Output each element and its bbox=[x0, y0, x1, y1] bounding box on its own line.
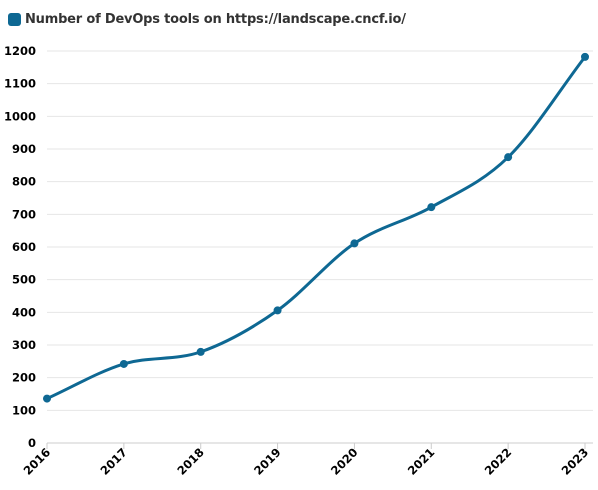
y-tick-label: 0 bbox=[28, 436, 36, 450]
data-point[interactable] bbox=[350, 239, 359, 248]
x-tick-label: 2020 bbox=[328, 445, 361, 478]
y-tick-label: 700 bbox=[12, 207, 36, 221]
x-tick-label: 2023 bbox=[559, 445, 592, 478]
x-tick-label: 2021 bbox=[405, 445, 438, 478]
y-tick-label: 1100 bbox=[4, 77, 36, 91]
series-group bbox=[43, 52, 589, 403]
x-tick-label: 2018 bbox=[174, 445, 207, 478]
y-tick-label: 1200 bbox=[4, 44, 36, 58]
y-tick-label: 100 bbox=[12, 403, 36, 417]
x-tick-label: 2016 bbox=[21, 445, 54, 478]
x-tick-label: 2019 bbox=[251, 445, 284, 478]
x-tick-label: 2022 bbox=[482, 445, 515, 478]
data-point[interactable] bbox=[196, 347, 205, 356]
series-line bbox=[45, 55, 587, 401]
legend-label: Number of DevOps tools on https://landsc… bbox=[25, 11, 406, 27]
y-tick-label: 300 bbox=[12, 338, 36, 352]
y-axis: 0 100 200 300 400 500 600 700 800 900 1000 1100 1200 bbox=[4, 44, 36, 450]
y-tick-label: 400 bbox=[12, 305, 36, 319]
data-point[interactable] bbox=[581, 52, 589, 61]
y-tick-label: 1000 bbox=[4, 109, 36, 123]
y-tick-label: 500 bbox=[12, 273, 36, 287]
data-point[interactable] bbox=[119, 359, 128, 368]
y-tick-label: 600 bbox=[12, 240, 36, 254]
data-point[interactable] bbox=[427, 203, 436, 212]
x-tick-label: 2017 bbox=[97, 445, 130, 478]
y-tick-label: 900 bbox=[12, 142, 36, 156]
grid-lines bbox=[47, 50, 593, 444]
chart-legend[interactable]: Number of DevOps tools on https://landsc… bbox=[8, 8, 406, 30]
legend-swatch bbox=[8, 12, 21, 26]
data-point[interactable] bbox=[273, 306, 282, 315]
y-tick-label: 200 bbox=[12, 371, 36, 385]
x-axis: 2016 2017 2018 2019 2020 2021 2022 2023 bbox=[21, 442, 593, 478]
data-point[interactable] bbox=[43, 394, 51, 403]
data-point[interactable] bbox=[504, 153, 513, 162]
y-tick-label: 800 bbox=[12, 175, 36, 189]
